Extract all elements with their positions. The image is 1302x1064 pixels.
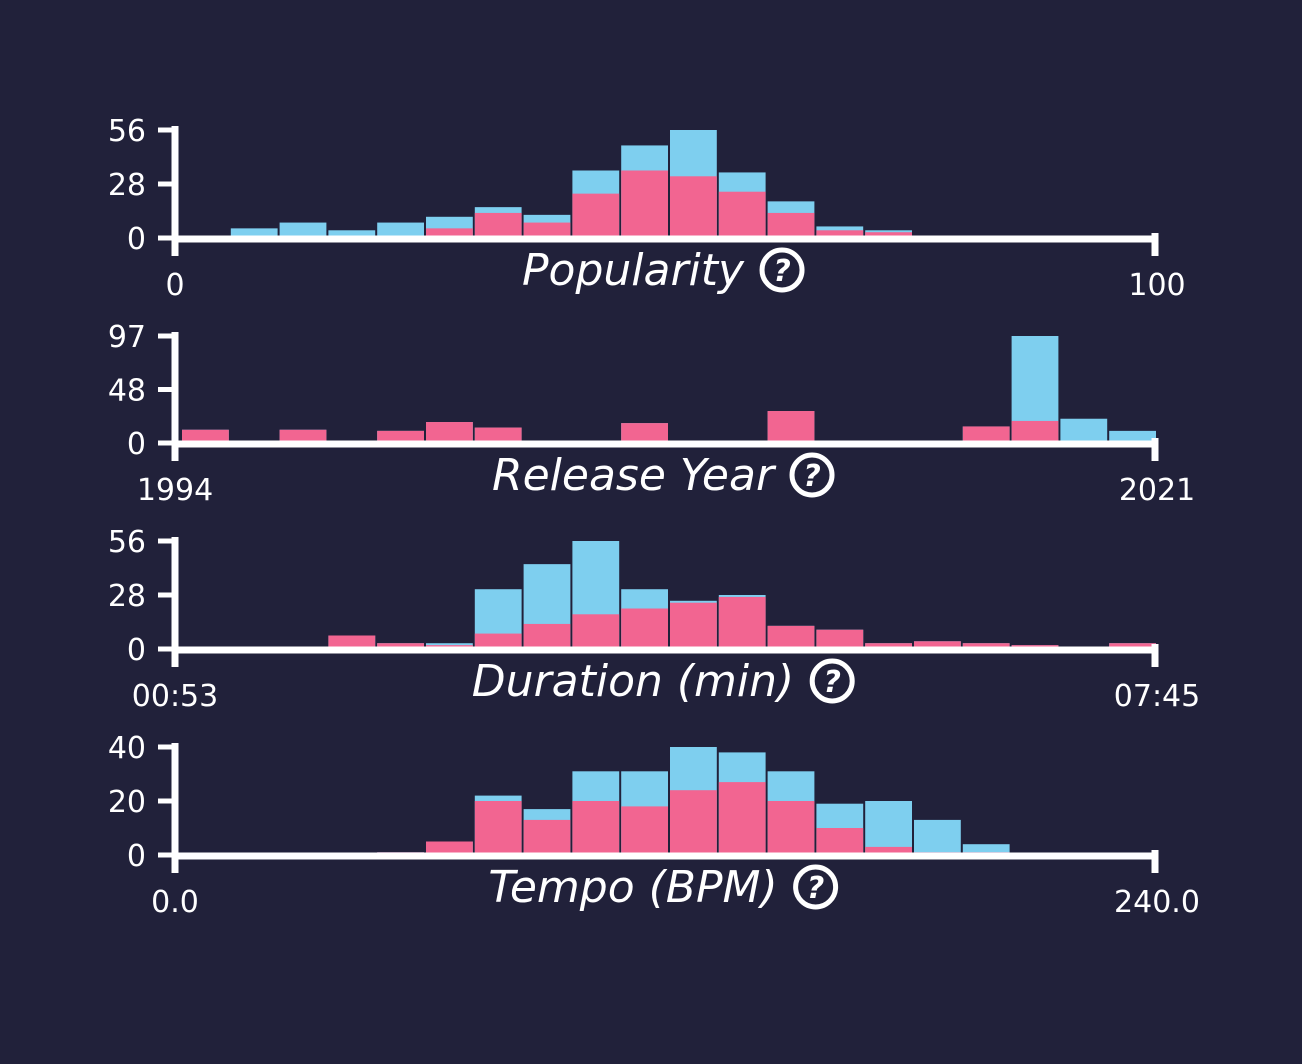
axis-title: Tempo (BPM)	[488, 862, 777, 913]
bar-series-1-bin-7	[523, 623, 571, 649]
bar-series-1-bin-5	[426, 841, 473, 855]
histogram-1: 97 48 0 1994 2021 Release Year?	[108, 320, 1195, 508]
bar-series-1-bin-17	[1011, 420, 1059, 443]
bar-series-1-bin-2	[279, 429, 327, 443]
help-icon-glyph: ?	[824, 665, 841, 700]
axis-title-group: Release Year?	[492, 450, 835, 501]
bar-series-1-bin-16	[962, 643, 1010, 649]
y-tick-label: 97	[108, 320, 146, 355]
help-icon-ring	[793, 864, 839, 910]
y-tick-label: 20	[108, 785, 146, 820]
bar-series-1-bin-19	[1109, 643, 1156, 649]
bar-series-1-bin-6	[474, 427, 522, 443]
bar-series-1-bin-9	[621, 806, 668, 855]
bar-series-1-bin-5	[426, 422, 473, 443]
axis-title-group: Tempo (BPM)?	[488, 862, 839, 913]
axis-title-group: Duration (min)?	[472, 656, 855, 707]
bar-series-0-bin-19	[1109, 430, 1156, 443]
axis-title: Duration (min)	[472, 656, 794, 707]
bar-series-1-bin-6	[474, 212, 522, 238]
bar-series-1-bin-11	[718, 191, 766, 238]
x-tick-label-max: 100	[1128, 268, 1185, 303]
bar-series-1-bin-8	[572, 193, 620, 238]
x-tick-label-max: 240.0	[1114, 885, 1200, 920]
bar-series-1-bin-9	[621, 423, 668, 443]
bar-series-1-bin-6	[474, 801, 522, 855]
help-icon-glyph: ?	[807, 871, 824, 906]
bar-series-1-bin-3	[328, 635, 376, 649]
bar-series-1-bin-13	[816, 828, 864, 855]
y-tick-label: 48	[108, 374, 146, 409]
histogram-2: 56 28 0 00:53 07:45 Duration (min)?	[108, 525, 1200, 714]
y-tick-label: 56	[108, 525, 146, 560]
bar-series-1-bin-6	[474, 633, 522, 649]
bar-series-0-bin-18	[1060, 418, 1108, 443]
bar-series-1-bin-12	[767, 212, 815, 238]
bar-series-1-bin-12	[767, 801, 815, 855]
bar-series-1-bin-15	[914, 641, 961, 649]
help-icon-ring	[759, 247, 805, 293]
bar-series-1-bin-7	[523, 222, 571, 238]
bar-series-1-bin-8	[572, 614, 620, 649]
y-tick-label: 0	[127, 633, 146, 668]
bar-series-1-bin-5	[426, 228, 473, 238]
bar-series-1-bin-4	[377, 643, 424, 649]
help-icon-glyph: ?	[773, 254, 790, 289]
y-tick-label: 0	[127, 839, 146, 874]
bar-series-0-bin-3	[328, 230, 376, 238]
bar-series-1-bin-14	[865, 232, 912, 238]
y-tick-label: 28	[108, 168, 146, 203]
bar-series-1-bin-13	[816, 629, 864, 649]
bar-series-1-bin-14	[865, 643, 912, 649]
bar-series-1-bin-12	[767, 411, 815, 443]
y-tick-label: 40	[108, 731, 146, 766]
help-icon-ring	[809, 658, 855, 704]
y-tick-label: 0	[127, 427, 146, 462]
x-tick-label-min: 00:53	[132, 679, 218, 714]
bar-series-1-bin-0	[182, 429, 229, 443]
bar-series-0-bin-2	[279, 222, 327, 238]
y-tick-label: 28	[108, 579, 146, 614]
question-circle-icon[interactable]: ?	[759, 247, 805, 293]
bar-series-1-bin-10	[670, 602, 717, 649]
bar-series-0-bin-16	[962, 844, 1010, 855]
bar-series-1-bin-14	[865, 846, 912, 855]
bar-series-1-bin-10	[670, 176, 717, 238]
bar-series-1-bin-11	[718, 596, 766, 649]
bar-series-1-bin-16	[962, 426, 1010, 443]
bar-series-1-bin-4	[377, 430, 424, 443]
y-tick-label: 56	[108, 114, 146, 149]
bar-series-1-bin-10	[670, 790, 717, 855]
question-circle-icon[interactable]: ?	[789, 452, 835, 498]
bar-series-0-bin-1	[230, 228, 278, 238]
bar-series-1-bin-12	[767, 625, 815, 649]
histogram-3: 40 20 00.0 240.0 Tempo (BPM)?	[108, 731, 1200, 920]
bar-series-1-bin-9	[621, 170, 668, 238]
x-tick-label-max: 07:45	[1114, 679, 1200, 714]
bar-series-0-bin-15	[914, 819, 961, 855]
bar-series-1-bin-9	[621, 608, 668, 649]
x-tick-label-min: 0.0	[151, 885, 199, 920]
axis-title-group: Popularity?	[522, 245, 805, 296]
bar-series-1-bin-13	[816, 230, 864, 238]
help-icon-ring	[789, 452, 835, 498]
bar-series-1-bin-8	[572, 801, 620, 855]
histogram-0: 56 28 00 100 Popularity?	[108, 114, 1186, 303]
bar-series-1-bin-7	[523, 819, 571, 855]
y-tick-label: 0	[127, 222, 146, 257]
x-tick-label-min: 0	[165, 268, 184, 303]
axis-title: Popularity	[522, 245, 745, 296]
bar-series-0-bin-14	[865, 801, 912, 855]
x-tick-label-max: 2021	[1119, 473, 1195, 508]
question-circle-icon[interactable]: ?	[809, 658, 855, 704]
bar-series-0-bin-4	[377, 222, 424, 238]
axis-title: Release Year	[492, 450, 777, 501]
bar-series-1-bin-11	[718, 782, 766, 855]
question-circle-icon[interactable]: ?	[793, 864, 839, 910]
help-icon-glyph: ?	[803, 459, 820, 494]
x-tick-label-min: 1994	[137, 473, 213, 508]
